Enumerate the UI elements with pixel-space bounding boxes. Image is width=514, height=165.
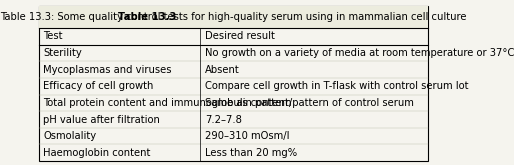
Text: Test: Test bbox=[44, 31, 63, 41]
Text: Efficacy of cell growth: Efficacy of cell growth bbox=[44, 81, 154, 91]
Text: 7.2–7.8: 7.2–7.8 bbox=[205, 115, 242, 125]
Text: pH value after filtration: pH value after filtration bbox=[44, 115, 160, 125]
Text: Haemoglobin content: Haemoglobin content bbox=[44, 148, 151, 158]
Text: Sterility: Sterility bbox=[44, 48, 82, 58]
Text: Table 13.3: Some quality control tests for high-quality serum using in mammalian: Table 13.3: Some quality control tests f… bbox=[0, 12, 466, 22]
Text: Mycoplasmas and viruses: Mycoplasmas and viruses bbox=[44, 65, 172, 75]
Text: 290–310 mOsm/l: 290–310 mOsm/l bbox=[205, 131, 289, 141]
Text: Desired result: Desired result bbox=[205, 31, 274, 41]
Text: Absent: Absent bbox=[205, 65, 240, 75]
Text: Same as content/pattern of control serum: Same as content/pattern of control serum bbox=[205, 98, 414, 108]
Text: Osmolality: Osmolality bbox=[44, 131, 97, 141]
Text: Table 13.3: Table 13.3 bbox=[118, 12, 177, 22]
Text: No growth on a variety of media at room temperature or 37°C: No growth on a variety of media at room … bbox=[205, 48, 514, 58]
Bar bbox=[39, 6, 428, 28]
Text: Compare cell growth in T-flask with control serum lot: Compare cell growth in T-flask with cont… bbox=[205, 81, 468, 91]
Text: Less than 20 mg%: Less than 20 mg% bbox=[205, 148, 297, 158]
Text: Total protein content and immunoglobulin pattern: Total protein content and immunoglobulin… bbox=[44, 98, 292, 108]
